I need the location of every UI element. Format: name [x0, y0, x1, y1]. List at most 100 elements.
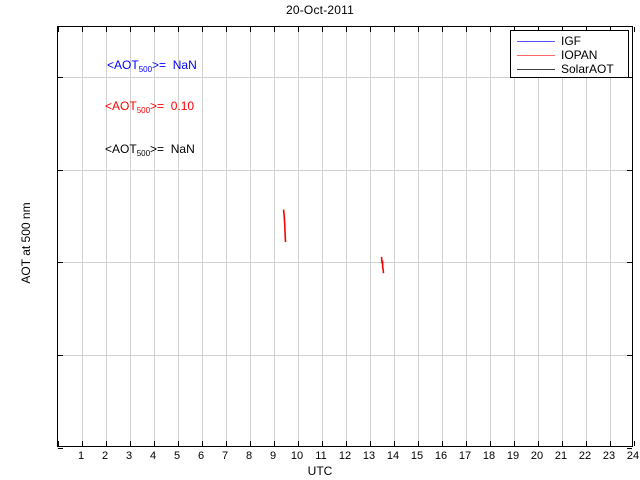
- gridline-vertical: [82, 27, 83, 446]
- x-tick-mark: [418, 441, 419, 446]
- x-tick-mark: [442, 27, 443, 32]
- y-tick-mark: [627, 262, 632, 263]
- x-tick-mark: [226, 441, 227, 446]
- x-tick-label: 1: [77, 450, 85, 462]
- x-tick-mark: [586, 441, 587, 446]
- legend-label: IGF: [561, 33, 581, 48]
- annotation-mean-aot-0: <AOT500>= NaN: [107, 58, 197, 74]
- x-tick-mark: [178, 27, 179, 32]
- x-tick-mark: [394, 27, 395, 32]
- gridline-vertical: [442, 27, 443, 446]
- x-tick-mark: [538, 27, 539, 32]
- gridline-vertical: [106, 27, 107, 446]
- x-tick-mark: [130, 441, 131, 446]
- x-tick-label: 3: [125, 450, 133, 462]
- x-tick-mark: [250, 27, 251, 32]
- gridline-vertical: [466, 27, 467, 446]
- x-tick-label: 4: [149, 450, 157, 462]
- y-axis-label: AOT at 500 nm: [19, 202, 33, 284]
- x-tick-mark: [106, 27, 107, 32]
- x-tick-mark: [154, 27, 155, 32]
- gridline-horizontal: [58, 77, 632, 78]
- x-tick-mark: [346, 27, 347, 32]
- x-tick-mark: [250, 441, 251, 446]
- gridline-vertical: [514, 27, 515, 446]
- x-tick-mark: [322, 27, 323, 32]
- gridline-vertical: [394, 27, 395, 446]
- x-tick-mark: [322, 441, 323, 446]
- gridline-vertical: [322, 27, 323, 446]
- x-tick-mark: [58, 27, 59, 32]
- x-tick-mark: [610, 441, 611, 446]
- x-tick-mark: [490, 441, 491, 446]
- x-tick-mark: [490, 27, 491, 32]
- x-tick-mark: [370, 441, 371, 446]
- gridline-vertical: [154, 27, 155, 446]
- x-tick-label: 24: [626, 450, 640, 462]
- gridline-vertical: [130, 27, 131, 446]
- plot-area: [57, 26, 635, 449]
- legend-line-swatch: [517, 68, 555, 70]
- x-tick-label: 16: [434, 450, 448, 462]
- x-tick-mark: [634, 441, 635, 446]
- x-tick-mark: [610, 27, 611, 32]
- y-tick-mark: [58, 448, 63, 449]
- x-tick-label: 13: [362, 450, 376, 462]
- x-tick-label: 21: [554, 450, 568, 462]
- y-tick-mark: [627, 355, 632, 356]
- gridline-vertical: [298, 27, 299, 446]
- y-tick-mark: [58, 355, 63, 356]
- y-tick-mark: [58, 262, 63, 263]
- gridline-vertical: [178, 27, 179, 446]
- x-tick-mark: [82, 441, 83, 446]
- x-tick-mark: [586, 27, 587, 32]
- gridline-vertical: [202, 27, 203, 446]
- legend: IGF IOPAN SolarAOT: [510, 30, 629, 78]
- x-tick-label: 15: [410, 450, 424, 462]
- x-tick-mark: [346, 441, 347, 446]
- gridline-vertical: [346, 27, 347, 446]
- x-tick-label: 9: [269, 450, 277, 462]
- x-tick-mark: [538, 441, 539, 446]
- x-tick-label: 22: [578, 450, 592, 462]
- x-tick-mark: [370, 27, 371, 32]
- data-trace-iopan: [282, 209, 287, 243]
- x-tick-mark: [106, 441, 107, 446]
- x-tick-mark: [562, 27, 563, 32]
- annotation-mean-aot-2: <AOT500>= NaN: [105, 142, 195, 158]
- x-tick-label: 5: [173, 450, 181, 462]
- x-tick-mark: [274, 441, 275, 446]
- gridline-vertical: [610, 27, 611, 446]
- x-tick-mark: [154, 441, 155, 446]
- x-tick-label: 20: [530, 450, 544, 462]
- x-tick-label: 18: [482, 450, 496, 462]
- x-tick-mark: [394, 441, 395, 446]
- x-tick-mark: [562, 441, 563, 446]
- gridline-vertical: [370, 27, 371, 446]
- legend-label: IOPAN: [561, 47, 598, 62]
- x-tick-mark: [58, 441, 59, 446]
- x-tick-label: 10: [290, 450, 304, 462]
- gridline-vertical: [538, 27, 539, 446]
- x-tick-label: 19: [506, 450, 520, 462]
- x-tick-label: 23: [602, 450, 616, 462]
- x-tick-mark: [514, 441, 515, 446]
- x-tick-mark: [226, 27, 227, 32]
- legend-entry-solaraot[interactable]: SolarAOT: [515, 62, 624, 76]
- legend-entry-igf[interactable]: IGF: [515, 34, 624, 48]
- y-tick-mark: [627, 170, 632, 171]
- gridline-vertical: [586, 27, 587, 446]
- x-tick-label: 14: [386, 450, 400, 462]
- gridline-vertical: [562, 27, 563, 446]
- x-tick-mark: [442, 441, 443, 446]
- x-tick-mark: [178, 441, 179, 446]
- x-tick-label: 12: [338, 450, 352, 462]
- data-series-layer: [282, 209, 385, 274]
- gridline-vertical: [418, 27, 419, 446]
- x-tick-label: 8: [245, 450, 253, 462]
- legend-entry-iopan[interactable]: IOPAN: [515, 48, 624, 62]
- x-tick-mark: [82, 27, 83, 32]
- page-title: 20-Oct-2011: [285, 3, 354, 17]
- gridline-horizontal: [58, 262, 632, 263]
